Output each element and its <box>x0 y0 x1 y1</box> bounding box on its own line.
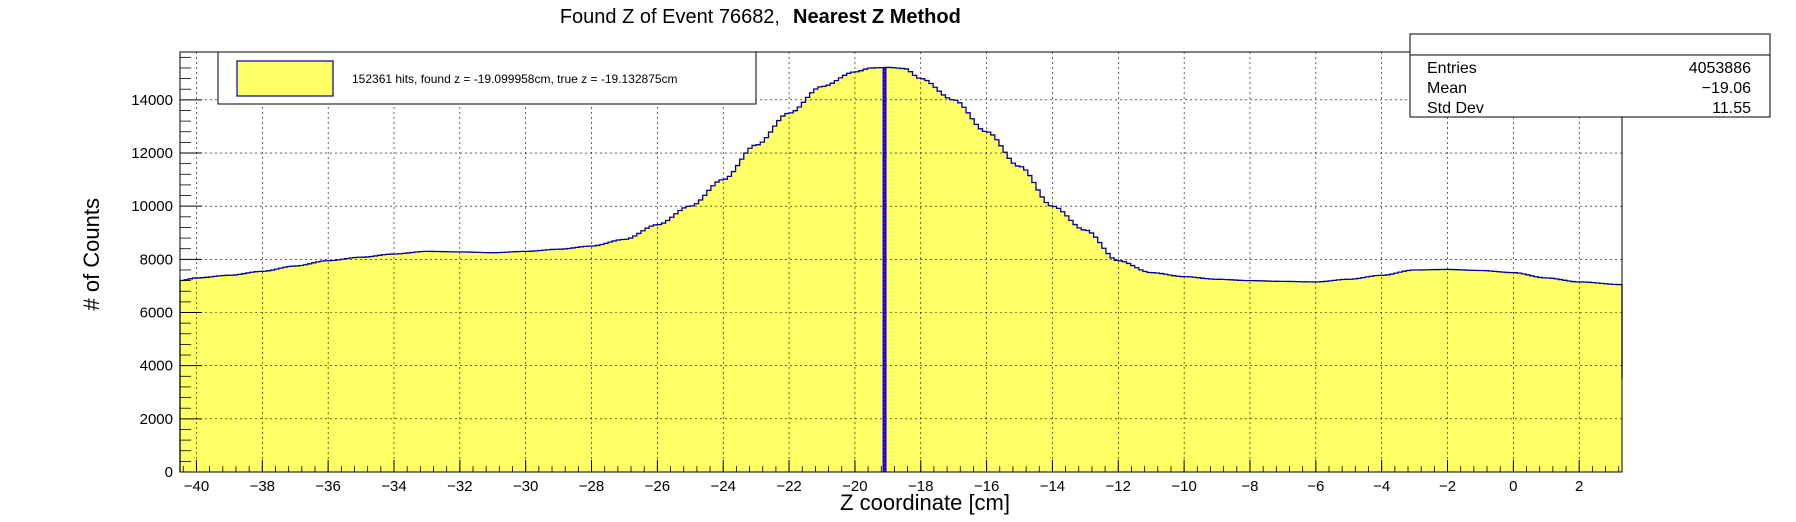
stats-entries-label: Entries <box>1427 60 1477 77</box>
chart-title: Found Z of Event 76682, <box>560 6 780 28</box>
x-tick-label: −26 <box>645 478 670 495</box>
stats-mean-label: Mean <box>1427 80 1467 97</box>
x-tick-label: 2 <box>1575 478 1583 495</box>
y-tick-label: 4000 <box>140 358 173 375</box>
histogram-fill <box>180 67 1622 472</box>
stats-box: Entries 4053886 Mean −19.06 Std Dev 11.5… <box>1409 33 1771 118</box>
stats-stddev-value: 11.55 <box>1712 100 1751 117</box>
x-tick-label: −18 <box>908 478 933 495</box>
stats-stddev-label: Std Dev <box>1427 100 1484 117</box>
x-tick-label: −38 <box>250 478 275 495</box>
x-tick-label: −30 <box>513 478 538 495</box>
plot-frame <box>179 51 1623 473</box>
stats-entries-value: 4053886 <box>1689 60 1751 77</box>
y-axis-title: # of Counts <box>79 198 104 311</box>
legend: 152361 hits, found z = -19.099958cm, tru… <box>217 51 757 105</box>
histogram-outline <box>179 66 1623 472</box>
x-tick-label: −20 <box>842 478 867 495</box>
y-tick-label: 10000 <box>131 198 173 215</box>
stats-frame <box>1409 33 1771 118</box>
x-tick-label: −16 <box>974 478 999 495</box>
x-tick-label: −10 <box>1171 478 1196 495</box>
y-tick-label: 0 <box>165 464 173 481</box>
x-tick-label: −36 <box>315 478 340 495</box>
chart-title-method: Nearest Z Method <box>793 6 961 28</box>
stats-mean-value: −19.06 <box>1702 80 1751 97</box>
x-tick-label: −34 <box>381 478 406 495</box>
y-tick-label: 6000 <box>140 305 173 322</box>
x-tick-label: −2 <box>1439 478 1456 495</box>
x-tick-label: −4 <box>1373 478 1390 495</box>
x-tick-label: −40 <box>184 478 209 495</box>
plot-area: −40 −38 −36 −34 −32 −30 −28 −26 −24 −22 −20 −18 −16−… <box>131 51 1623 495</box>
x-axis-title: Z coordinate [cm] <box>840 490 1010 515</box>
y-tick-label: 12000 <box>131 145 173 162</box>
x-tick-label: −6 <box>1307 478 1324 495</box>
x-tick-label: −28 <box>579 478 604 495</box>
x-tick-label: −24 <box>710 478 735 495</box>
x-tick-label: −8 <box>1241 478 1258 495</box>
legend-swatch <box>236 60 334 97</box>
x-tick-label: −12 <box>1106 478 1131 495</box>
x-tick-label: 0 <box>1509 478 1517 495</box>
legend-label: 152361 hits, found z = -19.099958cm, tru… <box>352 72 678 86</box>
y-tick-label: 8000 <box>140 251 173 268</box>
x-tick-label: −14 <box>1040 478 1065 495</box>
x-tick-label: −32 <box>447 478 472 495</box>
y-tick-label: 14000 <box>131 92 173 109</box>
y-tick-label: 2000 <box>140 411 173 428</box>
x-tick-label: −22 <box>776 478 801 495</box>
